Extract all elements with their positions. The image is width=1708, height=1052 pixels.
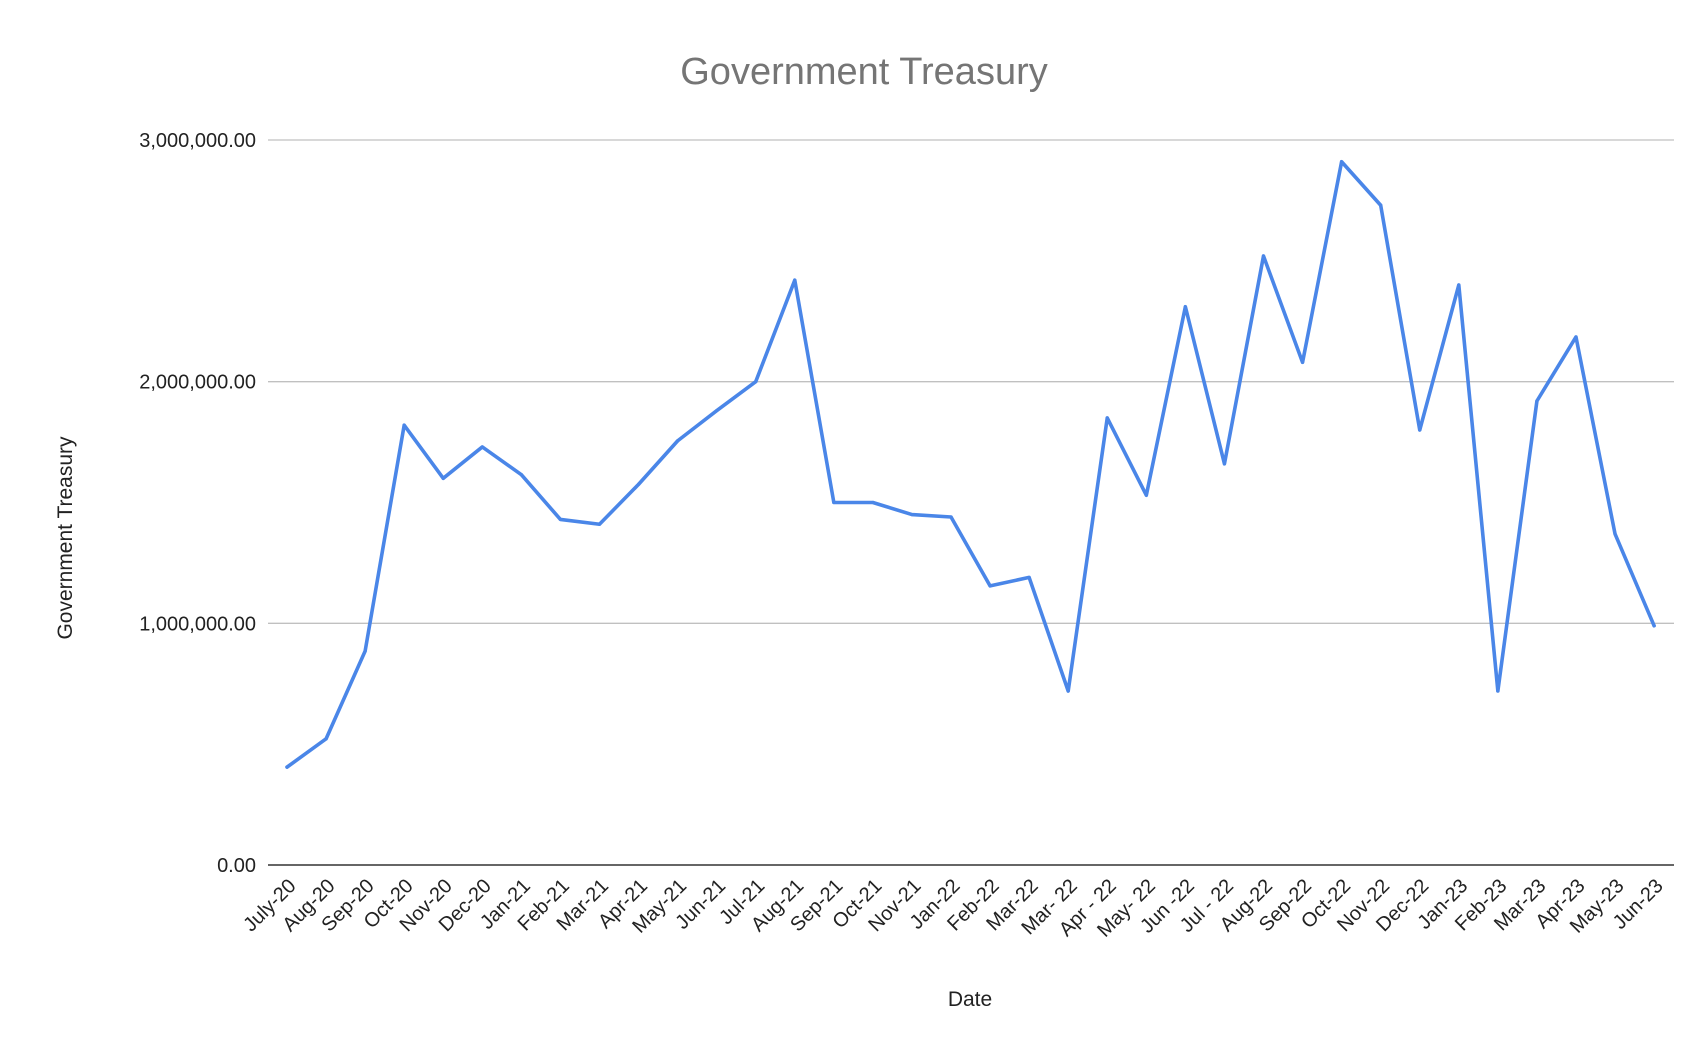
data-point (1183, 305, 1187, 309)
data-point (1222, 462, 1227, 466)
data-point (402, 423, 406, 427)
y-tick-label: 2,000,000.00 (139, 372, 256, 394)
data-point (1066, 689, 1070, 693)
y-tick-label: 1,000,000.00 (139, 613, 256, 635)
data-point (754, 380, 758, 384)
data-point (1261, 254, 1266, 258)
data-point (676, 439, 680, 443)
data-point (1613, 532, 1617, 536)
x-axis-title: Date (948, 988, 992, 1011)
data-point (285, 765, 289, 769)
y-tick-label: 3,000,000.00 (139, 130, 256, 152)
data-point (636, 482, 641, 486)
series-layer (285, 159, 1656, 769)
data-point (1027, 575, 1031, 580)
data-point (871, 500, 875, 505)
series-line (285, 159, 1656, 769)
data-point (363, 649, 367, 653)
y-tick-label: 0.00 (217, 855, 256, 877)
data-point (1300, 360, 1305, 364)
data-point (1574, 335, 1578, 339)
y-axis-title: Government Treasury (54, 436, 77, 640)
data-point (1144, 493, 1148, 497)
data-point (1379, 203, 1383, 207)
data-point (1535, 399, 1539, 403)
data-point (1340, 160, 1344, 164)
data-point (558, 517, 563, 522)
data-point (949, 515, 953, 519)
data-point (1652, 624, 1656, 628)
data-point (1496, 689, 1500, 693)
data-point (988, 584, 992, 588)
chart-title: Government Treasury (680, 51, 1047, 93)
data-point (597, 522, 602, 526)
data-point (910, 512, 914, 517)
data-point (441, 476, 445, 480)
data-point (793, 278, 797, 282)
gridlines (268, 139, 1674, 866)
data-point (1457, 283, 1461, 287)
data-point (519, 473, 523, 477)
y-axis-tick-labels: 0.00 1,000,000.00 2,000,000.00 3,000,000.00 (139, 130, 256, 877)
data-point (324, 737, 328, 741)
data-point (1105, 416, 1109, 420)
data-point (715, 409, 719, 413)
data-point (832, 500, 836, 505)
data-point (480, 445, 484, 449)
data-point (1418, 428, 1422, 432)
